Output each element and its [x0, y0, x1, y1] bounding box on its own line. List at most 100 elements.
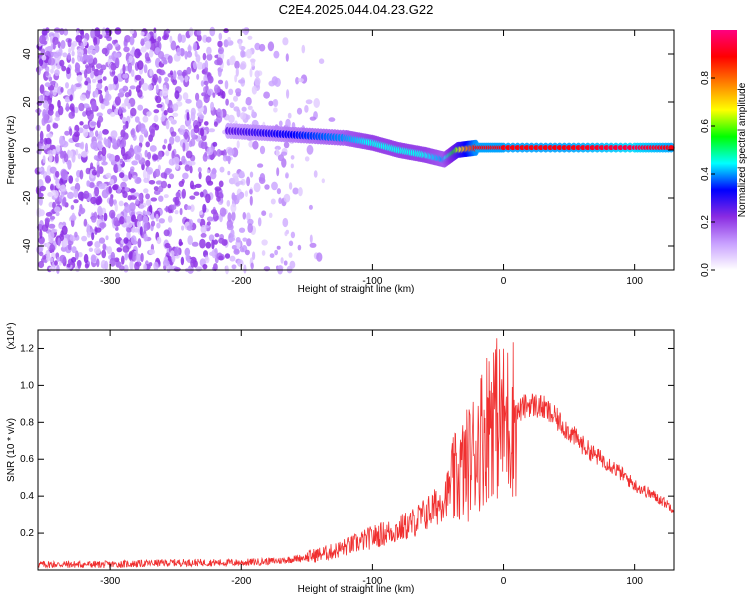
spectrogram-cell	[218, 237, 225, 244]
spectrogram-cell	[108, 185, 112, 194]
spectrogram-cell	[318, 58, 325, 64]
colorbar-tick-label: 0.4	[700, 167, 711, 181]
spectrogram-cell	[206, 216, 214, 222]
spectrogram-cell	[221, 90, 226, 99]
spectrogram-cell	[252, 251, 256, 260]
spectrogram-cell	[71, 256, 77, 263]
spectrogram-cell	[61, 198, 66, 207]
spectrogram-cell	[137, 60, 144, 71]
spectrogram-cell	[224, 80, 229, 90]
spectrogram-cell	[284, 231, 288, 237]
spectrogram-cell	[178, 180, 184, 187]
x-tick-label: -300	[100, 276, 120, 287]
spectrogram-cell	[144, 40, 151, 50]
spectrogram-cell	[110, 130, 118, 139]
spectrogram-cell	[44, 175, 51, 184]
spectrogram-cell	[128, 251, 133, 260]
spectrogram-cell	[39, 185, 46, 192]
spectrogram-cell	[123, 264, 129, 273]
spectrogram-cell	[229, 56, 235, 66]
spectrogram-cell	[153, 261, 159, 271]
spectrogram-cell	[48, 57, 56, 66]
spectrogram-cell	[206, 46, 212, 55]
spectrogram-cell	[190, 258, 196, 268]
spectrogram-cell	[101, 249, 107, 259]
spectrogram-cell	[121, 138, 127, 148]
spectrogram-cell	[188, 219, 193, 227]
spectrogram-cell	[165, 205, 169, 213]
spectrogram-cell	[126, 231, 131, 240]
spectrogram-cell	[118, 106, 122, 115]
spectrogram-cell	[45, 71, 50, 77]
spectrogram-cell	[94, 227, 102, 233]
spectrogram-cell	[193, 191, 200, 196]
spectrogram-cell	[111, 70, 116, 75]
spectrogram-cell	[142, 82, 149, 91]
spectrogram-cell	[148, 249, 156, 255]
spectrogram-cell	[128, 89, 132, 97]
spectrogram-cell	[97, 70, 103, 76]
spectrogram-cell	[164, 33, 170, 39]
spectrogram-cell	[162, 144, 166, 150]
spectrogram-cell	[261, 239, 268, 246]
y-tick-label: 40	[22, 48, 33, 60]
spectrogram-cell	[140, 46, 147, 53]
spectrogram-cell	[212, 141, 218, 147]
snr-x-ticks: -300 -200 -100 0 100	[100, 330, 643, 587]
spectrogram-cell	[73, 188, 79, 198]
spectrogram-cell	[37, 192, 44, 198]
spectrogram-cell	[174, 246, 180, 257]
colorbar-label: Normalized spectral amplitude	[737, 82, 748, 217]
spectrogram-cell	[205, 175, 212, 184]
spectrogram-cell	[139, 204, 145, 209]
spectrogram-cell	[66, 263, 71, 268]
spectrogram-cell	[242, 237, 248, 242]
spectrogram-cell	[213, 121, 218, 127]
spectrogram-cell	[49, 244, 56, 253]
spectrogram-cell	[233, 106, 240, 112]
spectrogram-cell	[289, 260, 296, 269]
spectrogram-cell	[90, 121, 97, 126]
spectrogram-cell	[188, 27, 194, 37]
spectrogram-cell	[288, 182, 293, 190]
spectrogram-cell	[309, 242, 317, 248]
spectrogram-cell	[69, 103, 75, 112]
spectrogram-cell	[179, 48, 185, 57]
spectrogram-cell	[110, 112, 116, 117]
snr-x-label: Height of straight line (km)	[298, 584, 415, 595]
spectrogram-cell	[152, 73, 158, 84]
spectrogram-cell	[269, 253, 275, 258]
spectrogram-cell	[189, 160, 196, 166]
spectrogram-cell	[155, 84, 159, 93]
spectrogram-cell	[60, 184, 66, 192]
spectrogram-cell	[181, 225, 185, 231]
spectrogram-cell	[46, 253, 51, 262]
spectrogram-cell	[164, 76, 169, 83]
spectrogram-cell	[87, 83, 92, 92]
spectrogram-cell	[147, 151, 152, 160]
spectrogram-cell	[63, 153, 69, 163]
y-tick-label: 20	[22, 96, 33, 108]
spectrogram-cell	[148, 262, 153, 267]
spectrogram-cell	[124, 35, 131, 43]
spectrogram-cell	[205, 241, 212, 249]
spectrogram-cell	[268, 212, 273, 218]
spectrogram-cell	[112, 139, 118, 146]
spectrogram-cell	[173, 267, 181, 272]
spectrogram-cell	[129, 188, 136, 193]
spectrogram-cell	[55, 170, 60, 178]
snr-y-multiplier: (x10⁴)	[6, 322, 17, 349]
spectrogram-cell	[174, 196, 180, 206]
spectrogram-cell	[108, 154, 116, 162]
spectrogram-cell	[120, 146, 126, 157]
spectrogram-cell	[142, 115, 149, 123]
spectrogram-cell	[198, 210, 204, 215]
spectrogram-cell	[228, 88, 234, 96]
spectrogram-cell	[44, 46, 51, 52]
spectrogram-cell	[100, 64, 107, 71]
spectrogram-cell	[178, 238, 183, 247]
spectrogram-cell	[192, 61, 197, 70]
spectrogram-cell	[202, 203, 207, 213]
spectrogram-cell	[189, 180, 195, 189]
spectrogram-cell	[247, 105, 253, 111]
